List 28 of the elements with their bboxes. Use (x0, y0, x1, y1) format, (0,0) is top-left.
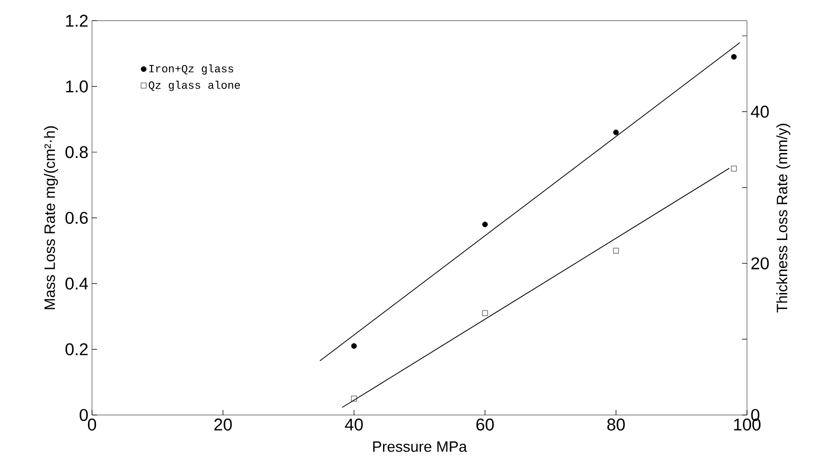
x-tick-label: 100 (734, 418, 761, 431)
point (482, 310, 488, 316)
y2-tick-label: 20 (751, 257, 769, 270)
y-tick-label: 0.4 (65, 278, 88, 290)
point (482, 222, 488, 228)
y-tick-label: 0 (80, 408, 88, 422)
x-tick-label: 60 (476, 418, 494, 431)
point (613, 130, 619, 136)
point (731, 166, 737, 172)
y-axis-title: Mass Loss Rate mg/(cm²·h) (44, 126, 58, 310)
x-axis-title: Pressure MPa (373, 441, 467, 452)
point (351, 343, 357, 349)
y-tick-label: 1.0 (66, 80, 88, 92)
y2-axis-title: Thickness Loss Rate (mm/y) (776, 124, 790, 313)
point (731, 54, 737, 60)
y-tick-label: 0.2 (65, 343, 88, 356)
y-tick-label: 0.6 (65, 212, 88, 224)
y2-tick-label: 40 (750, 106, 769, 118)
x-tick-label: 80 (607, 418, 625, 431)
legend-label: Qz glass alone (148, 80, 240, 92)
point (613, 248, 619, 254)
legend-label: Iron+Qz glass (149, 64, 234, 75)
x-tick-label: 0 (88, 418, 96, 431)
point (351, 396, 357, 402)
x-tick-label: 20 (214, 418, 232, 431)
x-tick-label: 40 (344, 418, 363, 431)
y-tick-label: 1.2 (66, 14, 88, 27)
y-tick-label: 0.8 (65, 146, 88, 158)
